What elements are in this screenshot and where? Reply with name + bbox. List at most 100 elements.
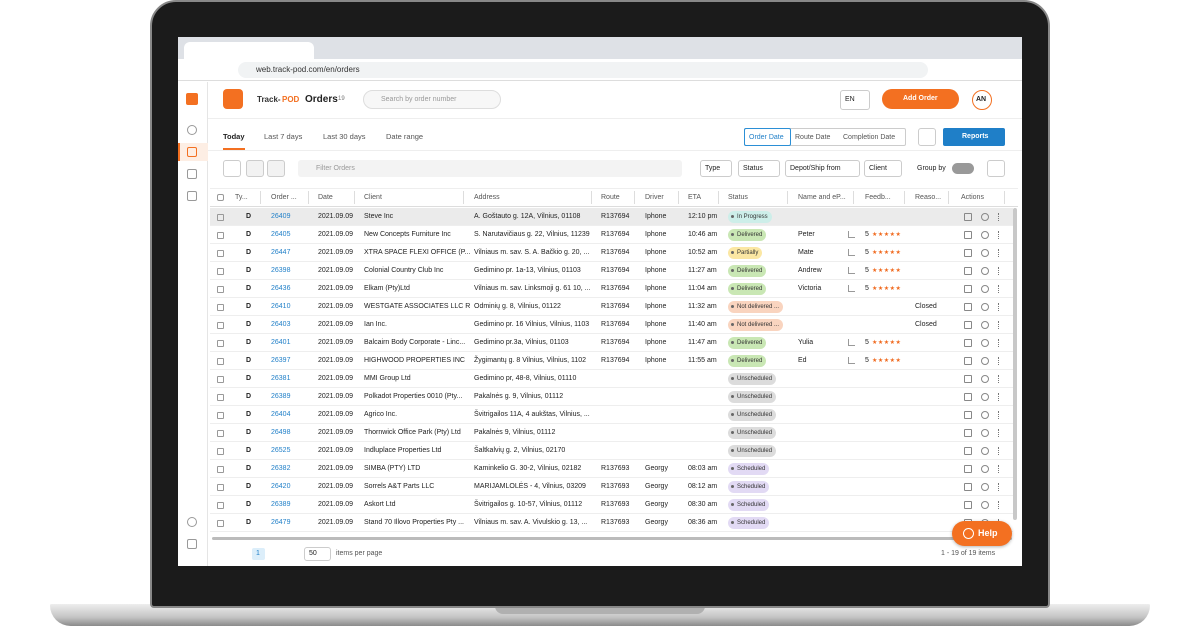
- order-link[interactable]: 26447: [271, 249, 291, 256]
- date-mode[interactable]: Order Date: [749, 134, 784, 141]
- table-row[interactable]: [210, 280, 1013, 298]
- more-icon[interactable]: [998, 411, 1000, 419]
- table-row[interactable]: [210, 262, 1013, 280]
- refresh-button[interactable]: [223, 160, 241, 177]
- action-icon[interactable]: [964, 429, 972, 437]
- more-icon[interactable]: [998, 231, 1000, 239]
- date-mode[interactable]: Completion Date: [843, 134, 896, 141]
- date-tab[interactable]: Last 30 days: [323, 132, 366, 141]
- row-checkbox[interactable]: [217, 412, 224, 419]
- add-order-button[interactable]: [882, 89, 959, 109]
- more-icon[interactable]: [998, 303, 1000, 311]
- order-link[interactable]: 26498: [271, 429, 291, 436]
- select-all-checkbox[interactable]: [217, 194, 224, 201]
- date-tab[interactable]: Today: [223, 132, 245, 141]
- row-checkbox[interactable]: [217, 340, 224, 347]
- copy-button[interactable]: [267, 160, 285, 177]
- more-icon[interactable]: [998, 285, 1000, 293]
- action-icon[interactable]: [981, 231, 989, 239]
- order-link[interactable]: 26479: [271, 519, 291, 526]
- row-checkbox[interactable]: [217, 250, 224, 257]
- order-link[interactable]: 26404: [271, 411, 291, 418]
- row-checkbox[interactable]: [217, 520, 224, 527]
- column-header[interactable]: Name and eP...: [798, 194, 846, 201]
- action-icon[interactable]: [981, 303, 989, 311]
- search-box[interactable]: [363, 90, 501, 109]
- action-icon[interactable]: [964, 483, 972, 491]
- order-link[interactable]: 26389: [271, 393, 291, 400]
- row-checkbox[interactable]: [217, 304, 224, 311]
- filter-dropdown[interactable]: [738, 160, 780, 177]
- order-link[interactable]: 26405: [271, 231, 291, 238]
- action-icon[interactable]: [981, 375, 989, 383]
- row-checkbox[interactable]: [217, 502, 224, 509]
- action-icon[interactable]: [981, 429, 989, 437]
- more-icon[interactable]: [998, 213, 1000, 221]
- more-icon[interactable]: [998, 357, 1000, 365]
- order-link[interactable]: 26389: [271, 501, 291, 508]
- order-link[interactable]: 26382: [271, 465, 291, 472]
- more-icon[interactable]: [998, 483, 1000, 491]
- action-icon[interactable]: [981, 285, 989, 293]
- action-icon[interactable]: [964, 249, 972, 257]
- row-checkbox[interactable]: [217, 232, 224, 239]
- column-header[interactable]: Actions: [961, 194, 984, 201]
- date-tab[interactable]: Last 7 days: [264, 132, 303, 141]
- more-icon[interactable]: [998, 501, 1000, 509]
- action-icon[interactable]: [981, 411, 989, 419]
- table-row[interactable]: [210, 244, 1013, 262]
- action-icon[interactable]: [964, 447, 972, 455]
- filter-dropdown[interactable]: [785, 160, 860, 177]
- table-row[interactable]: [210, 298, 1013, 316]
- more-icon[interactable]: [998, 267, 1000, 275]
- more-icon[interactable]: [998, 465, 1000, 473]
- avatar[interactable]: [972, 90, 992, 110]
- order-link[interactable]: 26420: [271, 483, 291, 490]
- row-checkbox[interactable]: [217, 358, 224, 365]
- settings-button[interactable]: [918, 128, 936, 146]
- table-row[interactable]: [210, 334, 1013, 352]
- filter-box[interactable]: [298, 160, 682, 177]
- address-bar[interactable]: [238, 62, 928, 78]
- table-row[interactable]: [210, 352, 1013, 370]
- more-icon[interactable]: [998, 393, 1000, 401]
- nav-icon[interactable]: [187, 191, 197, 201]
- nav-icon[interactable]: [187, 517, 197, 527]
- more-icon[interactable]: [998, 429, 1000, 437]
- action-icon[interactable]: [981, 501, 989, 509]
- action-icon[interactable]: [964, 321, 972, 329]
- table-row[interactable]: [210, 226, 1013, 244]
- column-header[interactable]: Date: [318, 194, 333, 201]
- more-icon[interactable]: [998, 249, 1000, 257]
- order-link[interactable]: 26403: [271, 321, 291, 328]
- row-checkbox[interactable]: [217, 466, 224, 473]
- column-header[interactable]: Reaso...: [915, 194, 942, 201]
- group-by-toggle[interactable]: [952, 163, 974, 174]
- order-link[interactable]: 26525: [271, 447, 291, 454]
- row-checkbox[interactable]: [217, 286, 224, 293]
- row-checkbox[interactable]: [217, 430, 224, 437]
- order-link[interactable]: 26398: [271, 267, 291, 274]
- table-row[interactable]: [210, 316, 1013, 334]
- delete-button[interactable]: [246, 160, 264, 177]
- action-icon[interactable]: [981, 447, 989, 455]
- table-row[interactable]: [210, 496, 1013, 514]
- table-row[interactable]: [210, 370, 1013, 388]
- row-checkbox[interactable]: [217, 376, 224, 383]
- order-link[interactable]: 26397: [271, 357, 291, 364]
- help-button[interactable]: [952, 521, 1012, 546]
- action-icon[interactable]: [964, 213, 972, 221]
- filter-dropdown[interactable]: [864, 160, 902, 177]
- action-icon[interactable]: [964, 375, 972, 383]
- action-icon[interactable]: [981, 393, 989, 401]
- columns-button[interactable]: [987, 160, 1005, 177]
- column-header[interactable]: Client: [364, 194, 382, 201]
- table-row[interactable]: [210, 208, 1013, 226]
- language-select[interactable]: [840, 90, 870, 110]
- page-size-select[interactable]: [304, 547, 331, 561]
- date-tab[interactable]: Date range: [386, 132, 424, 141]
- column-header[interactable]: ETA: [688, 194, 702, 201]
- action-icon[interactable]: [981, 483, 989, 491]
- more-icon[interactable]: [998, 375, 1000, 383]
- filter-dropdown[interactable]: [700, 160, 732, 177]
